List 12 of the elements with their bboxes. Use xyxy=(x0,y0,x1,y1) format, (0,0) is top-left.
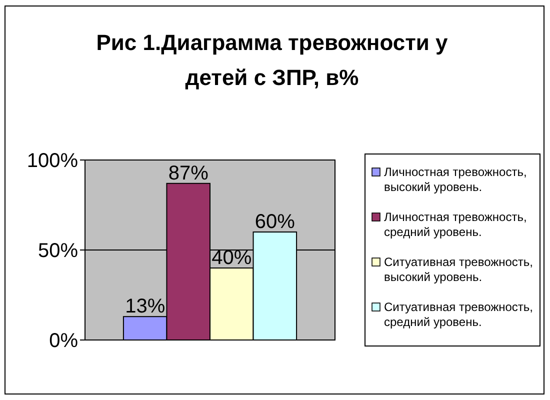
legend-label: Личностная тревожность, средний уровень. xyxy=(384,210,527,239)
legend-label: Личностная тревожность, высокий уровень. xyxy=(384,165,527,194)
chart-title: Рис 1.Диаграмма тревожности у детей с ЗПР, в% xyxy=(96,30,449,90)
y-tick-label: 50% xyxy=(38,240,78,262)
legend-label: Ситуативная тревожность, высокий уровень. xyxy=(384,255,534,284)
data-label: 40% xyxy=(212,247,252,269)
data-label: 13% xyxy=(125,296,166,318)
legend-label: Ситуативная тревожность, средний уровень. xyxy=(384,300,534,329)
y-tick-label: 0% xyxy=(49,330,78,352)
data-label: 87% xyxy=(168,162,209,184)
y-tick-label: 100% xyxy=(26,150,78,172)
data-label: 60% xyxy=(254,211,296,233)
